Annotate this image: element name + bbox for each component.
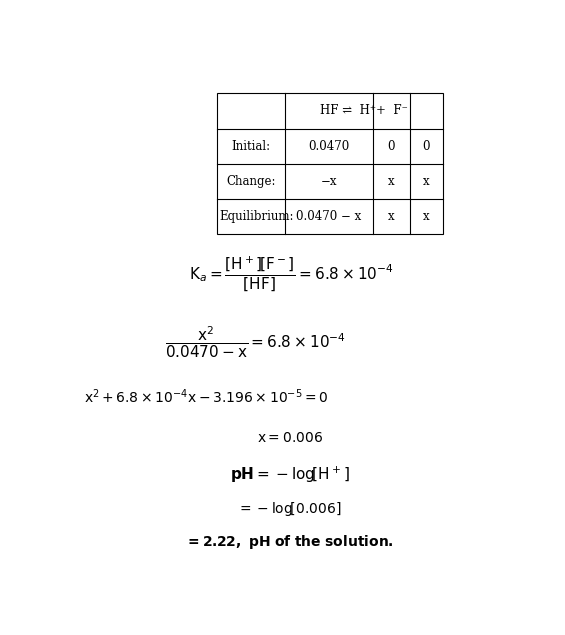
Text: $\mathbf{=2.22,\ pH\ of\ the\ solution.}$: $\mathbf{=2.22,\ pH\ of\ the\ solution.}… <box>185 533 394 551</box>
Text: 0.0470 − x: 0.0470 − x <box>297 210 362 223</box>
Text: $\rm x = 0.006$: $\rm x = 0.006$ <box>257 431 323 445</box>
Text: HF ⇌  H⁺+  F⁻: HF ⇌ H⁺+ F⁻ <box>320 104 408 117</box>
Text: $\rm K_{\mathit{a}} = \dfrac{\left[H^+\right]\!\left[F^-\right]}{\left[HF\right]: $\rm K_{\mathit{a}} = \dfrac{\left[H^+\r… <box>189 255 394 293</box>
Text: $\rm \dfrac{x^2}{0.0470-x}=6.8\times10^{-4}$: $\rm \dfrac{x^2}{0.0470-x}=6.8\times10^{… <box>165 325 346 361</box>
Text: x: x <box>423 175 430 188</box>
Text: 0: 0 <box>423 140 430 152</box>
Bar <box>218 93 443 234</box>
Text: Change:: Change: <box>227 175 276 188</box>
Text: x: x <box>388 210 395 223</box>
Text: −x: −x <box>321 175 337 188</box>
Text: $\mathbf{pH}=-\mathrm{log}\!\left[\mathrm{H}^+\right]$: $\mathbf{pH}=-\mathrm{log}\!\left[\mathr… <box>230 465 349 485</box>
Text: 0.0470: 0.0470 <box>308 140 350 152</box>
Text: Initial:: Initial: <box>232 140 271 152</box>
Text: $\rm x^2+6.8\times10^{-4}x-3.196\times10^{-5}=0$: $\rm x^2+6.8\times10^{-4}x-3.196\times10… <box>84 387 328 406</box>
Text: x: x <box>423 210 430 223</box>
Text: 0: 0 <box>388 140 395 152</box>
Text: Equilibrium:: Equilibrium: <box>219 210 294 223</box>
Text: x: x <box>388 175 395 188</box>
Text: $=-\mathrm{log}\!\left[0.006\right]$: $=-\mathrm{log}\!\left[0.006\right]$ <box>237 500 342 518</box>
